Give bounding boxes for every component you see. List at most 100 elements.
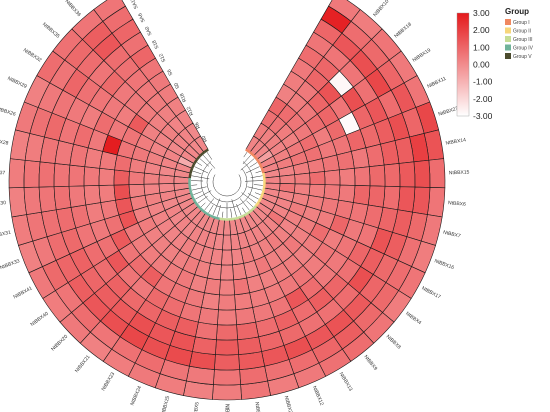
group-arc xyxy=(190,163,196,169)
color-scale-tick: -2.00 xyxy=(473,94,493,104)
tree-branch xyxy=(243,151,248,158)
gene-label: NtBBX37 xyxy=(0,170,5,177)
group-arc xyxy=(193,158,199,165)
color-scale-tick: 3.00 xyxy=(473,8,490,18)
group-label: Group V xyxy=(513,54,532,60)
group-legend: Group Group I Group II Group III Group IV Gro… xyxy=(505,7,534,60)
group-label: Group I xyxy=(513,20,530,26)
sample-label: R6 xyxy=(194,121,202,130)
heatmap-cell xyxy=(128,171,145,185)
sample-label: SA12 xyxy=(129,0,140,10)
heatmap-cell xyxy=(113,184,131,201)
heatmap-cell xyxy=(216,324,238,341)
heatmap-cells xyxy=(8,0,446,401)
gene-label: NtBBX3 xyxy=(253,402,261,412)
tree-branch xyxy=(230,208,233,218)
color-scale-tick: 2.00 xyxy=(473,25,490,35)
heatmap-cell xyxy=(413,159,431,188)
heatmap-cell xyxy=(382,185,401,211)
sample-label: S18 xyxy=(151,39,160,50)
tree-branch xyxy=(247,186,263,191)
heatmap-cell xyxy=(264,175,281,184)
heatmap-cell xyxy=(215,339,239,356)
heatmap-cell xyxy=(98,167,115,186)
heatmap-cell xyxy=(113,169,130,186)
heatmap-cell xyxy=(235,307,256,325)
group-label: Group IV xyxy=(513,46,534,52)
heatmap-cell xyxy=(234,292,253,311)
gene-label: NtBBX28 xyxy=(0,137,9,147)
tree-branch xyxy=(241,192,257,204)
heatmap-cell xyxy=(198,307,219,325)
group-arc xyxy=(255,158,261,165)
heatmap-cell xyxy=(353,166,371,187)
heatmap-cell xyxy=(412,186,431,215)
group-swatch xyxy=(505,53,511,59)
tree-branch xyxy=(194,166,209,174)
group-arc xyxy=(262,172,266,179)
tree-node-arc xyxy=(212,174,242,197)
group-arc xyxy=(214,216,220,220)
tree-branch xyxy=(204,198,215,211)
gene-label: NtBBX19 xyxy=(412,47,433,63)
group-arc xyxy=(261,187,266,194)
tree-branch xyxy=(221,211,224,218)
tree-branch xyxy=(200,202,206,208)
tree-branch xyxy=(246,200,254,208)
group-swatch xyxy=(505,27,511,34)
group-arc xyxy=(252,154,258,161)
sample-label: S0 xyxy=(173,81,181,89)
gene-label: NtBBX26 xyxy=(0,106,17,118)
tree-branch xyxy=(212,198,221,216)
gene-label: NtBBX32 xyxy=(22,47,43,63)
heatmap-cell xyxy=(397,186,416,213)
group-arc xyxy=(257,197,263,203)
tree-branch xyxy=(206,151,213,160)
gene-label: NtBBX17 xyxy=(421,285,442,300)
heatmap-cell xyxy=(222,234,232,251)
group-arc xyxy=(249,151,255,157)
heatmap-cell xyxy=(233,277,250,296)
group-arc xyxy=(259,192,265,199)
heatmap-cell xyxy=(212,384,242,401)
gene-label: NtBBX6 xyxy=(448,200,466,208)
group-arc xyxy=(200,208,207,214)
gene-label: NtBBX30 xyxy=(0,200,6,208)
group-arc xyxy=(219,217,225,221)
heatmap-cell xyxy=(219,279,235,296)
group-swatch xyxy=(505,19,511,25)
gene-label: NtBBX18 xyxy=(393,21,413,39)
group-arc xyxy=(238,214,245,219)
heatmap-cell xyxy=(339,167,356,186)
gene-label: NtBBX41 xyxy=(12,285,33,300)
group-legend-title: Group xyxy=(505,7,529,16)
heatmap-cell xyxy=(143,172,160,185)
heatmap-cell xyxy=(279,174,296,185)
heatmap-cell xyxy=(367,185,386,208)
heatmap-cell xyxy=(38,186,57,213)
gene-label: NtBBX14 xyxy=(445,137,467,147)
heatmap-cell xyxy=(38,161,56,188)
tree-branch xyxy=(191,184,198,186)
gene-label: NtBBX13 xyxy=(338,371,354,392)
tree-branch xyxy=(195,190,212,200)
phylogenetic-tree xyxy=(188,148,266,221)
gene-label: NtBBX33 xyxy=(0,258,21,271)
sample-label: SA6 xyxy=(137,12,147,23)
heatmap-cell xyxy=(217,309,237,326)
tree-branch xyxy=(253,184,263,186)
tree-branch xyxy=(191,175,210,180)
color-scale-tick: -3.00 xyxy=(473,111,493,121)
gene-label: NtBBX12 xyxy=(311,385,325,406)
tree-branch xyxy=(249,162,258,168)
tree-branch xyxy=(208,205,214,214)
heatmap-cell xyxy=(83,166,101,187)
heatmap-cell xyxy=(53,163,71,187)
group-arc xyxy=(209,214,216,219)
heatmap-cell xyxy=(8,158,26,189)
heatmap-cell xyxy=(309,171,326,185)
heatmap-cell xyxy=(398,161,416,188)
tree-node-arc xyxy=(206,168,248,203)
sample-label: S12 xyxy=(158,52,167,63)
